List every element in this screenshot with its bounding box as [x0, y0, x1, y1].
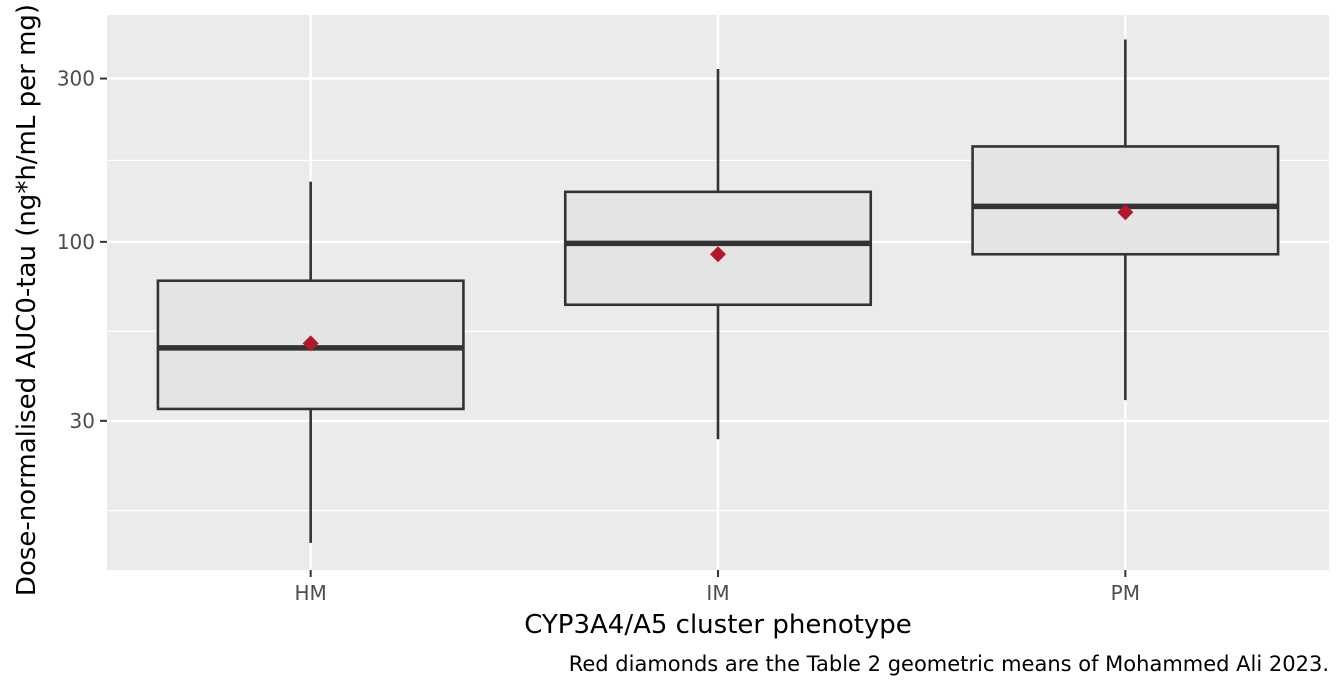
- mean-diamond-HM: [302, 335, 319, 352]
- x-axis-title: CYP3A4/A5 cluster phenotype: [524, 610, 912, 640]
- y-tick-label: 30: [70, 409, 95, 433]
- x-tick-label: HM: [295, 581, 327, 605]
- x-tick-label: IM: [706, 581, 729, 605]
- chart-caption: Red diamonds are the Table 2 geometric m…: [569, 652, 1329, 676]
- y-tick-label: 100: [57, 230, 95, 254]
- y-axis-title: Dose-normalised AUC0-tau (ng*h/mL per mg…: [12, 4, 42, 596]
- box-PM: [971, 145, 1280, 256]
- axis-layer: 30 100 300 HM IM PM: [57, 67, 1140, 605]
- y-tick-label: 300: [57, 67, 95, 91]
- x-tick-label: PM: [1111, 581, 1140, 605]
- mean-diamond-IM: [710, 246, 726, 263]
- mean-diamond-PM: [1117, 204, 1134, 221]
- mean-markers: [302, 204, 1134, 352]
